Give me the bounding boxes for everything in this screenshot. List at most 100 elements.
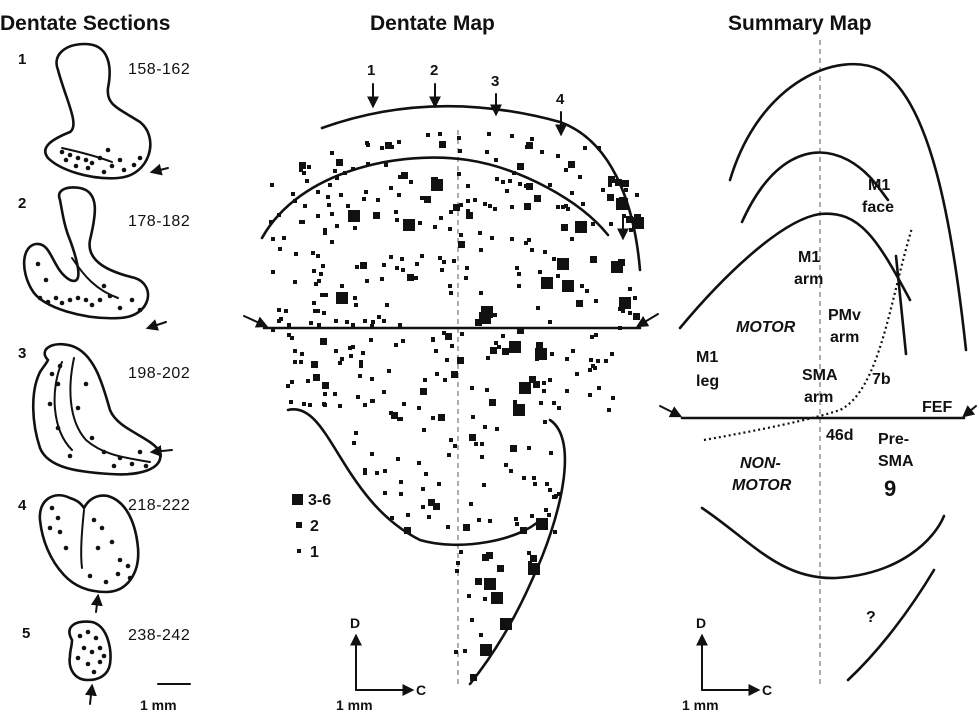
map-square: [421, 505, 425, 509]
map-square: [480, 455, 484, 459]
map-square: [299, 162, 306, 169]
map-square: [565, 389, 569, 393]
map-square: [590, 335, 594, 339]
map-square: [290, 380, 294, 384]
map-square: [442, 331, 446, 335]
map-square: [566, 207, 570, 211]
map-square: [428, 499, 435, 506]
map-square: [420, 388, 427, 395]
map-square: [629, 228, 633, 232]
map-square: [533, 482, 537, 486]
map-square: [534, 195, 541, 202]
map-square: [549, 451, 553, 455]
title-summary-map: Summary Map: [728, 12, 872, 35]
map-square: [303, 204, 307, 208]
map-square: [335, 224, 339, 228]
map-square: [477, 518, 481, 522]
map-square: [604, 359, 608, 363]
map-square: [271, 270, 275, 274]
map-square: [439, 216, 443, 220]
map-square: [517, 327, 524, 334]
map-square: [467, 594, 471, 598]
map-square: [565, 357, 569, 361]
section-dots: [75, 629, 107, 675]
map-square: [330, 240, 334, 244]
map-square: [522, 476, 526, 480]
map-square: [529, 376, 536, 383]
section-outline: [31, 342, 162, 476]
map-square: [591, 222, 595, 226]
map-square: [591, 364, 595, 368]
map-square: [486, 356, 490, 360]
map-square: [373, 212, 380, 219]
map-square: [510, 237, 514, 241]
map-square: [307, 165, 311, 169]
map-square: [495, 177, 499, 181]
section-1: 1 158-162: [18, 42, 190, 180]
label-7b: 7b: [872, 371, 891, 388]
map-square: [308, 403, 312, 407]
map-square: [289, 400, 293, 404]
map-square: [466, 212, 473, 219]
map-square: [414, 276, 418, 280]
map-square: [458, 149, 462, 153]
map-square: [457, 172, 461, 176]
map-square: [470, 386, 474, 390]
section-2: 2 178-182: [18, 186, 190, 331]
map-square: [469, 502, 473, 506]
section-inner-line: [71, 257, 119, 299]
map-square: [358, 374, 362, 378]
map-square: [279, 317, 283, 321]
map-square: [452, 374, 456, 378]
map-square: [556, 274, 560, 278]
map-square: [588, 368, 592, 372]
map-square: [313, 374, 320, 381]
map-square: [541, 277, 553, 289]
map-square: [542, 381, 546, 385]
map-square: [383, 469, 387, 473]
map-square: [401, 268, 405, 272]
map-square: [459, 550, 463, 554]
scale-label: 1 mm: [682, 697, 719, 713]
map-square: [351, 167, 355, 171]
map-square: [448, 227, 452, 231]
map-square: [596, 359, 600, 363]
map-square: [466, 184, 470, 188]
map-square: [282, 236, 286, 240]
map-square: [431, 338, 435, 342]
map-square: [479, 633, 483, 637]
map-square: [552, 257, 556, 261]
section-range: 198-202: [128, 365, 190, 382]
map-square: [517, 163, 524, 170]
map-square: [497, 565, 504, 572]
map-square: [626, 216, 633, 223]
map-square: [421, 487, 425, 491]
map-square: [397, 193, 401, 197]
map-square: [348, 346, 352, 350]
map-square: [471, 415, 475, 419]
map-square: [294, 252, 298, 256]
map-square: [464, 276, 468, 280]
map-square: [348, 210, 360, 222]
map-square: [571, 349, 575, 353]
map-square: [359, 364, 363, 368]
map-square: [463, 649, 467, 653]
map-square: [449, 438, 453, 442]
map-square: [338, 404, 342, 408]
map-square: [594, 333, 598, 337]
map-square: [370, 324, 374, 328]
map-square: [544, 508, 548, 512]
map-square: [635, 193, 639, 197]
map-arrow-label: 1: [367, 62, 375, 79]
axis-c-label: C: [762, 682, 772, 698]
map-square: [323, 403, 327, 407]
map-square: [618, 259, 625, 266]
map-square: [343, 171, 347, 175]
map-square: [632, 217, 644, 229]
map-square: [505, 189, 509, 193]
map-square: [317, 323, 321, 327]
map-square: [312, 301, 316, 305]
map-square: [417, 461, 421, 465]
map-square: [459, 233, 463, 237]
map-square: [590, 256, 597, 263]
